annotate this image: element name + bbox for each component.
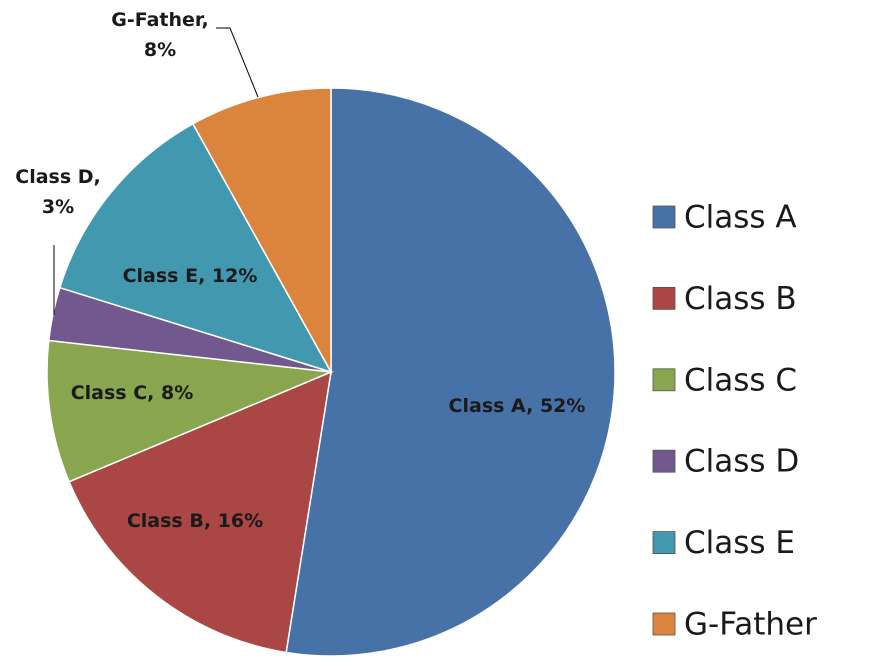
leader-line — [216, 27, 259, 98]
legend-label: G-Father — [684, 607, 817, 643]
legend-swatch — [652, 205, 676, 229]
data-label-line: Class A, 52% — [449, 395, 586, 417]
legend-swatch — [652, 286, 676, 310]
legend-swatch — [652, 531, 676, 554]
data-label-line: G-Father, — [111, 9, 208, 31]
pie-slice — [46, 339, 334, 483]
legend-label: Class A — [684, 200, 797, 236]
data-label: Class D, 3% — [15, 166, 101, 218]
data-label-line: Class E, 12% — [123, 265, 258, 287]
legend-swatch — [652, 449, 676, 473]
pie-slice — [285, 87, 616, 657]
data-label: Class E, 12% — [123, 265, 258, 287]
data-label: Class B, 16% — [127, 510, 263, 532]
legend-label: Class B — [684, 281, 797, 317]
legend-swatch — [652, 368, 676, 392]
data-label-line: Class B, 16% — [127, 510, 263, 532]
legend-swatch — [652, 612, 676, 636]
data-label-line: Class C, 8% — [71, 382, 194, 404]
pie-slice — [191, 87, 332, 375]
data-label: Class A, 52% — [449, 395, 586, 417]
legend-label: Class E — [684, 525, 795, 561]
data-label: G-Father, 8% — [111, 9, 208, 61]
data-label: Class C, 8% — [71, 382, 194, 404]
legend-label: Class D — [684, 444, 799, 480]
data-label-line: Class D, — [15, 166, 101, 188]
pie-slice — [58, 122, 333, 374]
data-label-line: 8% — [144, 39, 176, 61]
pie-slice — [68, 370, 332, 654]
legend-label: Class C — [684, 362, 797, 398]
data-label-line: 3% — [42, 196, 74, 218]
